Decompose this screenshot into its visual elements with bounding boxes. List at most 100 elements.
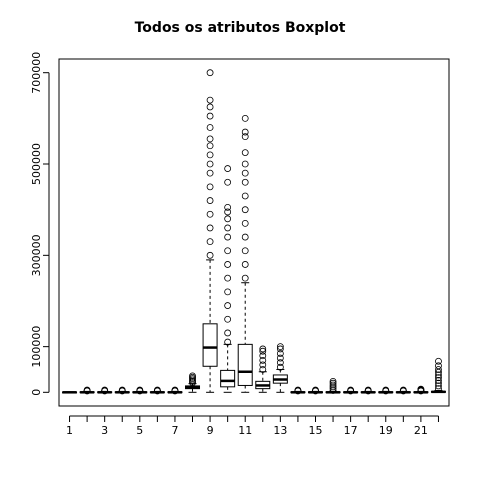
box-7 bbox=[167, 386, 183, 395]
outlier-point bbox=[206, 96, 214, 104]
outlier-point bbox=[435, 357, 442, 365]
outlier-point bbox=[224, 203, 232, 211]
outlier-point bbox=[206, 224, 214, 232]
outlier-point bbox=[329, 387, 337, 394]
outlier-point bbox=[224, 247, 232, 255]
box-14 bbox=[290, 386, 306, 395]
plot-frame bbox=[58, 58, 450, 407]
x-tick-label: 21 bbox=[414, 424, 428, 437]
box-6 bbox=[149, 386, 165, 395]
outlier-point bbox=[224, 233, 232, 241]
outlier-point bbox=[259, 366, 267, 373]
outlier-point bbox=[241, 233, 249, 241]
outlier-point bbox=[206, 238, 214, 246]
outlier-point bbox=[241, 261, 249, 268]
outlier-point bbox=[224, 315, 232, 323]
outlier-point bbox=[83, 386, 91, 394]
y-tick-label: 0 bbox=[30, 389, 43, 396]
x-tick-label: 5 bbox=[136, 424, 143, 437]
outlier-point bbox=[189, 372, 196, 380]
outlier-point bbox=[241, 169, 249, 177]
outlier-point bbox=[259, 345, 267, 353]
outlier-point bbox=[206, 69, 214, 77]
outlier-point bbox=[206, 183, 214, 191]
outlier-point bbox=[224, 215, 232, 223]
boxes-group bbox=[62, 69, 446, 395]
outlier-point bbox=[206, 169, 214, 177]
x-tick-label: 11 bbox=[238, 424, 252, 437]
outlier-point bbox=[241, 160, 249, 168]
box-22 bbox=[430, 357, 446, 394]
outlier-point bbox=[435, 371, 442, 379]
outlier-point bbox=[417, 385, 425, 393]
outlier-point bbox=[206, 151, 214, 159]
outlier-point bbox=[399, 386, 407, 394]
box-4 bbox=[114, 386, 130, 395]
y-tick-label: 300000 bbox=[30, 234, 43, 276]
outlier-point bbox=[224, 288, 232, 296]
y-tick-label: 100000 bbox=[30, 326, 43, 368]
outlier-point bbox=[206, 197, 214, 204]
outlier-point bbox=[435, 366, 442, 373]
outlier-point bbox=[241, 206, 249, 214]
box-18 bbox=[360, 386, 376, 395]
box-body bbox=[220, 369, 236, 388]
outlier-point bbox=[435, 362, 442, 370]
box-15 bbox=[307, 386, 323, 395]
box-17 bbox=[343, 386, 359, 395]
outlier-point bbox=[224, 302, 232, 309]
outlier-point bbox=[276, 345, 284, 353]
outlier-point bbox=[118, 386, 126, 394]
outlier-point bbox=[329, 385, 337, 393]
chart-title: Todos os atributos Boxplot bbox=[134, 20, 346, 36]
outlier-point bbox=[101, 386, 109, 394]
outlier-point bbox=[241, 114, 249, 122]
outlier-point bbox=[206, 112, 214, 120]
x-tick-label: 19 bbox=[379, 424, 393, 437]
outlier-point bbox=[276, 363, 284, 371]
outlier-point bbox=[241, 247, 249, 255]
x-tick-label: 17 bbox=[344, 424, 358, 437]
x-tick-label: 7 bbox=[171, 424, 178, 437]
y-tick-label: 700000 bbox=[30, 52, 43, 94]
outlier-point bbox=[224, 165, 232, 172]
outlier-point bbox=[206, 210, 214, 218]
outlier-point bbox=[171, 386, 179, 394]
x-tick-label: 13 bbox=[273, 424, 287, 437]
outlier-point bbox=[206, 124, 214, 131]
outlier-point bbox=[206, 160, 214, 168]
outlier-point bbox=[276, 350, 284, 357]
outlier-point bbox=[294, 386, 302, 394]
outlier-point bbox=[259, 356, 267, 364]
x-tick-label: 1 bbox=[66, 424, 73, 437]
outlier-point bbox=[329, 383, 337, 391]
box-16 bbox=[325, 377, 341, 394]
outlier-point bbox=[241, 133, 249, 141]
outlier-point bbox=[153, 386, 161, 394]
box-11 bbox=[237, 114, 253, 393]
outlier-point bbox=[224, 178, 232, 186]
x-tick-label: 3 bbox=[101, 424, 108, 437]
box-body bbox=[237, 343, 253, 386]
outlier-point bbox=[241, 219, 249, 227]
y-axis: 0 100000 300000 500000 700000 bbox=[30, 52, 50, 396]
box-13 bbox=[272, 343, 288, 393]
box-1 bbox=[62, 391, 78, 394]
outlier-point bbox=[435, 374, 442, 382]
outlier-point bbox=[224, 274, 232, 282]
outlier-point bbox=[206, 251, 214, 259]
x-tick-label: 9 bbox=[207, 424, 214, 437]
outlier-point bbox=[206, 142, 214, 150]
box-body bbox=[202, 323, 218, 367]
box-9 bbox=[202, 69, 218, 393]
outlier-point bbox=[259, 347, 267, 355]
outlier-point bbox=[259, 352, 267, 360]
outlier-point bbox=[435, 382, 442, 390]
outlier-point bbox=[435, 377, 442, 384]
y-tick-label: 500000 bbox=[30, 143, 43, 185]
outlier-point bbox=[329, 377, 337, 385]
outlier-point bbox=[206, 135, 214, 143]
x-axis: 1 3 5 7 9 11 13 15 17 19 21 bbox=[66, 415, 439, 437]
outlier-point bbox=[224, 208, 232, 216]
